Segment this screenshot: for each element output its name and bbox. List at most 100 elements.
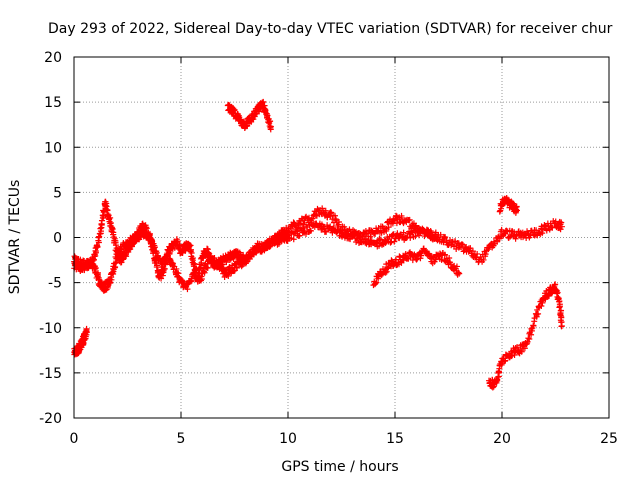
data-point [346, 226, 353, 233]
data-point [188, 249, 195, 256]
data-point [319, 205, 326, 212]
data-point [538, 302, 545, 309]
data-point [557, 226, 564, 233]
data-point [277, 235, 284, 242]
data-point [393, 212, 400, 219]
data-point [286, 228, 293, 235]
data-point [542, 296, 549, 303]
data-point [94, 243, 101, 250]
data-point [558, 223, 565, 230]
data-point [119, 256, 126, 263]
series-arc-evening-short [496, 194, 520, 216]
y-tick-label: 0 [53, 231, 62, 247]
series-arc-midday-upper [274, 205, 441, 244]
data-point [198, 275, 205, 282]
y-tick-label: -20 [39, 411, 62, 427]
data-point [442, 234, 449, 241]
data-point [428, 229, 435, 236]
data-point [539, 226, 546, 233]
series-arc-main-morning [71, 198, 291, 285]
data-point [95, 239, 102, 246]
data-point [341, 223, 348, 230]
data-point [535, 310, 542, 317]
data-point [555, 295, 562, 302]
data-point [112, 242, 119, 249]
data-point [373, 279, 380, 286]
data-point [335, 218, 342, 225]
data-point [473, 254, 480, 261]
data-point [324, 214, 331, 221]
x-tick-label: 25 [600, 431, 618, 447]
x-tick-label: 10 [279, 431, 297, 447]
data-point [153, 262, 160, 269]
data-point [324, 222, 331, 229]
series-arc-evening-rise [486, 281, 565, 391]
chart-title: Day 293 of 2022, Sidereal Day-to-day VTE… [48, 21, 613, 37]
y-tick-label: -5 [48, 276, 62, 292]
data-point [123, 253, 130, 260]
data-point [558, 219, 565, 226]
data-point [467, 245, 474, 252]
data-point [427, 227, 434, 234]
data-point [309, 215, 316, 222]
data-point [108, 276, 115, 283]
data-point [230, 255, 237, 262]
series-arc-afternoon-lower [370, 245, 463, 289]
data-point [388, 257, 395, 264]
data-point [119, 245, 126, 252]
data-point [96, 233, 103, 240]
data-point [296, 232, 303, 239]
data-point [153, 249, 160, 256]
data-point [175, 273, 182, 280]
data-point [396, 253, 403, 260]
data-point [392, 216, 399, 223]
data-point [290, 236, 297, 243]
x-axis-label: GPS time / hours [281, 459, 398, 475]
data-point [383, 268, 390, 275]
data-point [505, 234, 512, 241]
data-point [385, 224, 392, 231]
y-tick-label: -15 [39, 366, 62, 382]
data-point [115, 253, 122, 260]
data-point [301, 227, 308, 234]
data-point [526, 335, 533, 342]
data-point [242, 257, 249, 264]
x-tick-label: 0 [70, 431, 79, 447]
data-point [539, 230, 546, 237]
y-tick-label: 15 [44, 95, 62, 111]
data-point [528, 331, 535, 338]
data-point [554, 289, 561, 296]
data-point [498, 205, 505, 212]
data-point [513, 207, 520, 214]
data-point [459, 241, 466, 248]
data-point [107, 214, 114, 221]
data-point [458, 241, 465, 248]
data-point [92, 249, 99, 256]
data-point [556, 301, 563, 308]
data-point [307, 227, 314, 234]
data-point [191, 260, 198, 267]
data-point [143, 224, 150, 231]
x-tick-label: 15 [386, 431, 404, 447]
data-point [301, 217, 308, 224]
data-point [469, 248, 476, 255]
data-point [412, 233, 419, 240]
series-arc-lower-morning [71, 227, 249, 294]
data-point [107, 219, 114, 226]
data-point [260, 98, 267, 105]
data-point [494, 238, 501, 245]
data-point [417, 255, 424, 262]
data-point [262, 109, 269, 116]
data-point [83, 329, 90, 336]
data-point [205, 249, 212, 256]
data-point [518, 348, 525, 355]
data-point [391, 238, 398, 245]
data-point [189, 257, 196, 264]
data-point [109, 225, 116, 232]
data-point [390, 217, 397, 224]
data-point [146, 231, 153, 238]
y-axis-label: SDTVAR / TECUs [7, 180, 23, 295]
data-point [552, 281, 559, 288]
data-point [164, 252, 171, 259]
